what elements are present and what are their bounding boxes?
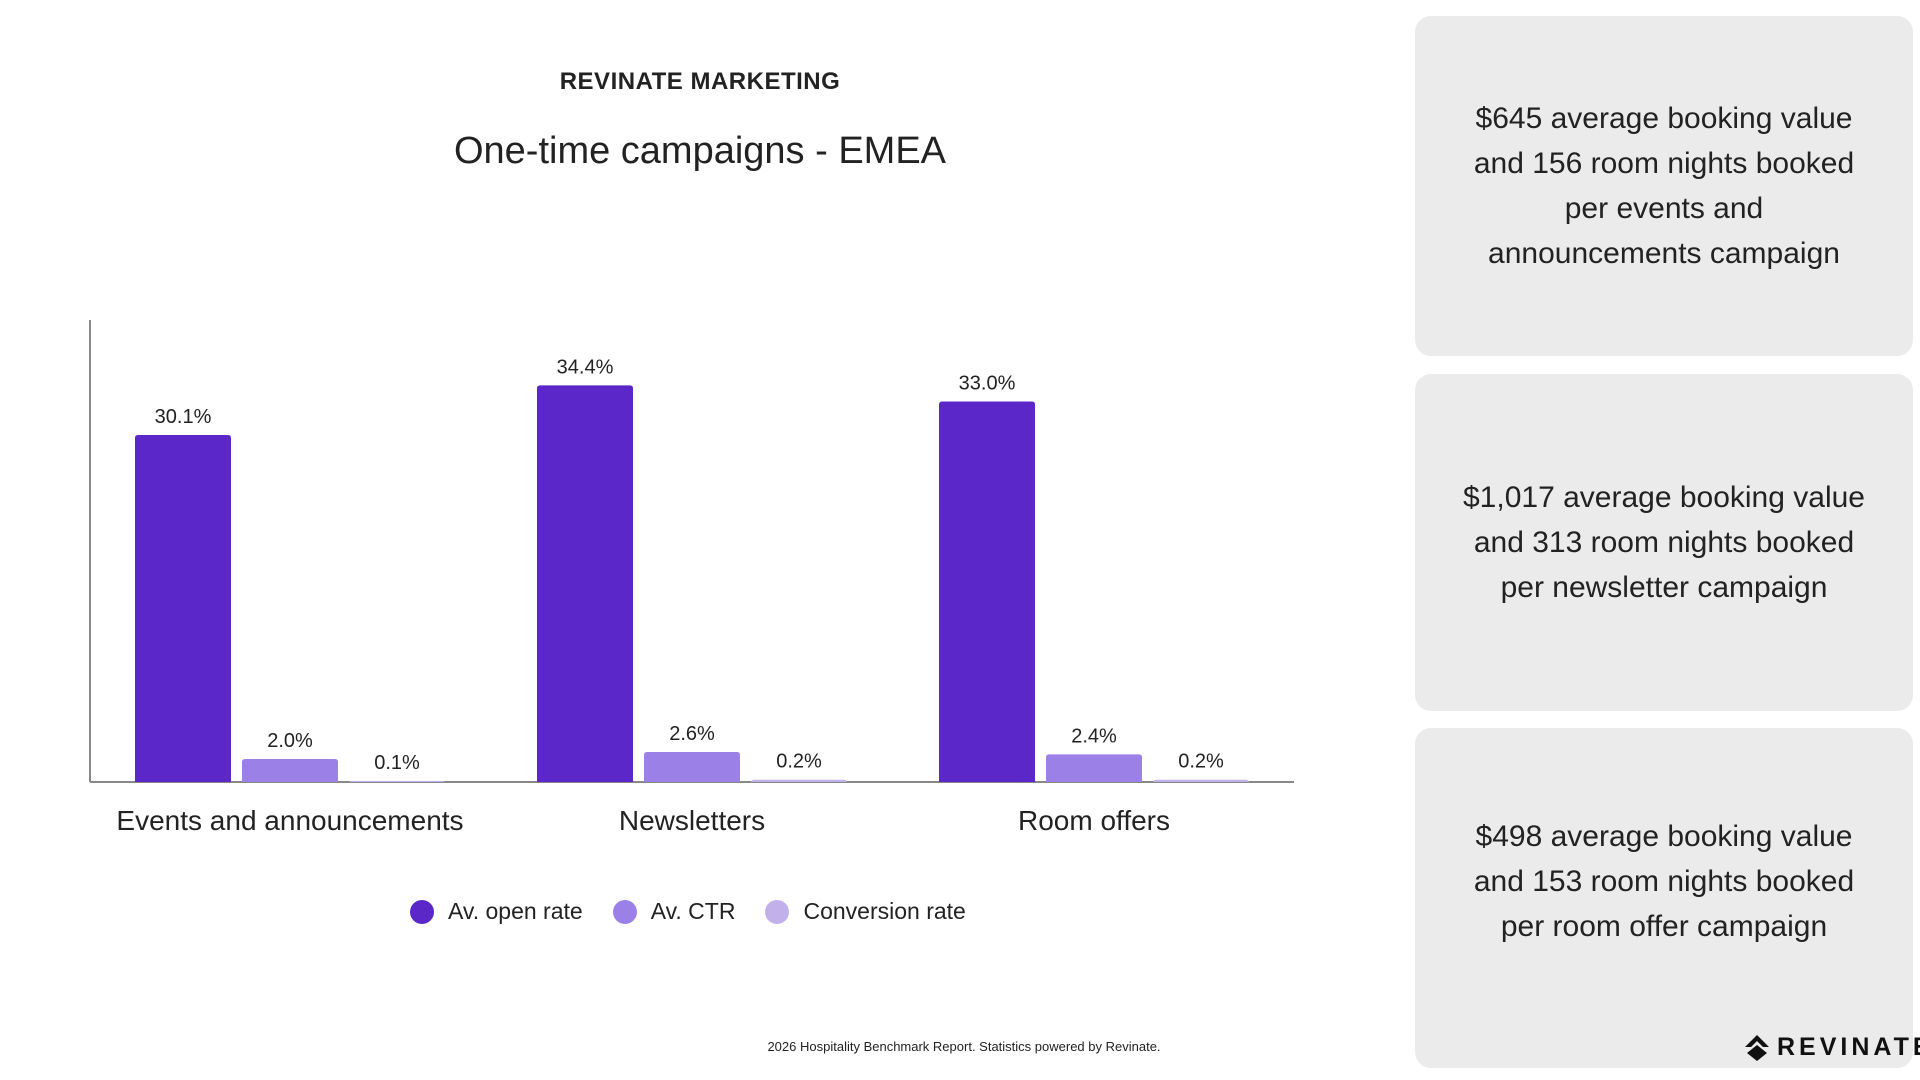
bar — [135, 434, 231, 782]
stat-card-room-offers: $498 average booking value and 153 room … — [1415, 728, 1913, 1068]
data-label: 2.4% — [1071, 725, 1117, 747]
data-label: 2.0% — [267, 730, 313, 752]
logo-text: REVINATE — [1777, 1033, 1920, 1061]
legend-item-ctr: Av. CTR — [612, 898, 736, 925]
revinate-logo: REVINATE — [1745, 1033, 1920, 1062]
revinate-logo-icon — [1745, 1034, 1769, 1061]
stat-card-events: $645 average booking value and 156 room … — [1415, 16, 1913, 356]
chart-title: One-time campaigns - EMEA — [453, 130, 947, 172]
chart-brand: REVINATE MARKETING — [559, 68, 841, 95]
legend-dot — [612, 899, 637, 924]
bar — [751, 779, 847, 783]
bar — [1153, 779, 1249, 783]
bar — [349, 780, 445, 784]
legend-item-open-rate: Av. open rate — [410, 898, 583, 925]
bar — [242, 758, 338, 782]
legend-dot — [410, 899, 434, 924]
legend-label: Av. CTR — [650, 898, 736, 924]
data-label: 0.2% — [1178, 751, 1224, 773]
x-tick-label: Newsletters — [619, 805, 765, 836]
stat-card-text: $498 average booking value and 153 room … — [1473, 819, 1855, 943]
bar — [1046, 754, 1142, 782]
legend-dot — [765, 899, 790, 924]
x-tick-label: Events and announcements — [116, 805, 463, 836]
data-label: 33.0% — [959, 373, 1016, 395]
legend-label: Av. open rate — [448, 898, 583, 924]
data-label: 34.4% — [557, 356, 614, 378]
stat-card-newsletters: $1,017 average booking value and 313 roo… — [1415, 374, 1913, 711]
data-label: 0.1% — [374, 752, 420, 774]
stat-card-text: $645 average booking value and 156 room … — [1473, 102, 1855, 270]
bar-chart: 30.1% 2.0% 0.1% Events and announcements 34.… — [89, 320, 1294, 836]
data-label: 2.6% — [669, 723, 715, 745]
data-label: 0.2% — [776, 751, 822, 773]
legend: Av. open rate Av. CTR Conversion rate — [410, 898, 966, 925]
bar — [939, 401, 1035, 782]
x-tick-label: Room offers — [1018, 805, 1170, 836]
legend-label: Conversion rate — [803, 898, 966, 924]
bar — [537, 385, 633, 782]
footer-note: 2026 Hospitality Benchmark Report. Stati… — [767, 1039, 1161, 1054]
stat-card-text: $1,017 average booking value and 313 roo… — [1463, 481, 1865, 604]
legend-item-conversion: Conversion rate — [765, 898, 966, 925]
bar — [644, 752, 740, 782]
data-label: 30.1% — [155, 406, 212, 428]
